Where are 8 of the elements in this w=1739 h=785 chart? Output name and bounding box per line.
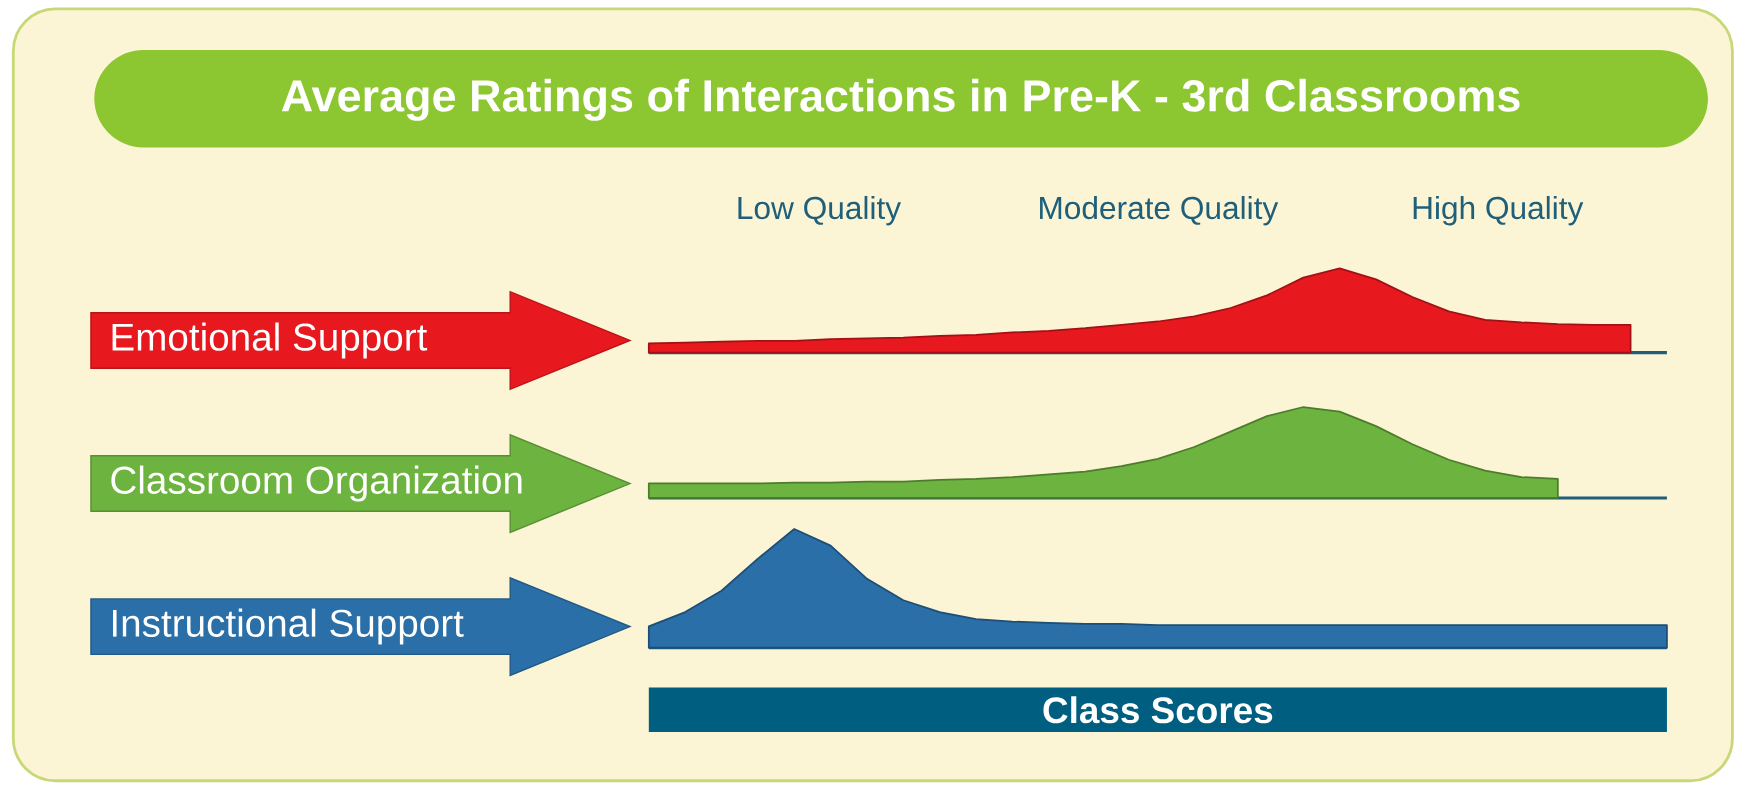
text: Classroom Organization bbox=[111, 465, 522, 502]
text: High Quality bbox=[1413, 195, 1584, 226]
text: Emotional Support bbox=[112, 322, 428, 359]
text: Low Quality bbox=[738, 195, 902, 226]
text: Instructional Support bbox=[112, 608, 464, 645]
chart-title: Average Ratings of Interactions in Pre-K - 3rd Classrooms bbox=[281, 78, 1520, 121]
text: Moderate Quality bbox=[1040, 195, 1279, 226]
x-axis-title: Class Scores bbox=[1043, 696, 1273, 724]
